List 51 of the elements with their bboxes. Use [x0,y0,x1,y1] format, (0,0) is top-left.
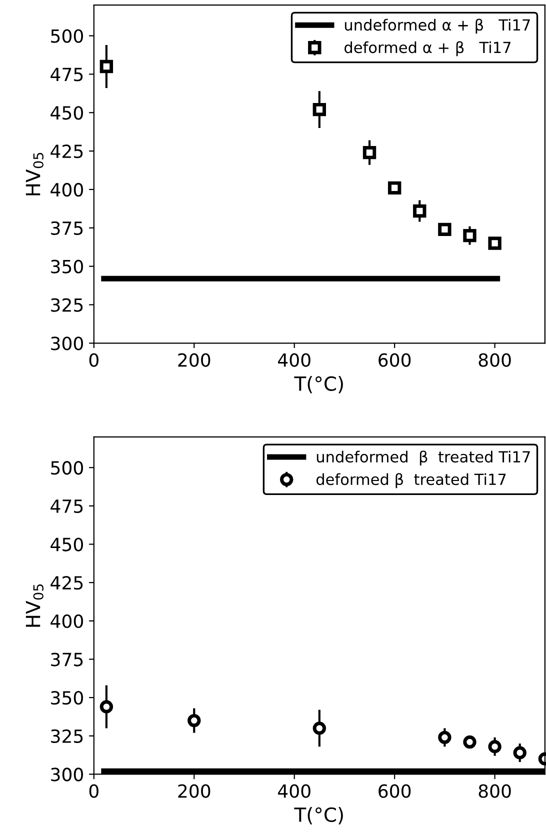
y-tick-label: 375 [51,221,83,236]
y-tick-label: 450 [50,538,83,552]
y-tick-label: 400 [50,614,83,628]
x-tick-label: 0 [89,784,98,798]
x-tick-label: 400 [278,784,310,798]
point [100,60,114,74]
y-tick-label: 300 [51,336,83,350]
y-tick-label: 475 [50,68,83,82]
point [312,722,326,735]
y-axis-title: HV$_{05}$ [26,152,44,196]
x-tick-label: 0 [89,353,98,367]
point [100,700,114,714]
legend-label: deformed α + β Ti17 [344,41,510,56]
point [362,146,376,160]
legend-label: undeformed α + β Ti17 [344,18,530,34]
y-tick-label: 425 [50,576,83,590]
y-tick-label: 325 [51,298,83,312]
y-tick-label: 475 [50,500,83,514]
y-tick-label: 350 [51,260,83,274]
y-tick-label: 375 [51,652,83,666]
x-tick-label: 400 [278,353,310,367]
point [388,181,402,195]
point [513,746,526,760]
y-tick-label: 350 [51,691,83,705]
y-tick-label: 400 [50,182,83,197]
point [438,730,452,744]
y-tick-label: 425 [50,144,83,158]
x-axis-title: T(°C) [294,807,343,824]
point [188,714,201,728]
x-axis-title: T(°C) [294,376,343,394]
x-tick-label: 600 [378,784,411,798]
point [488,740,502,754]
point [463,735,476,749]
point [438,222,452,236]
point [413,204,426,218]
x-tick-label: 600 [378,353,411,367]
x-tick-label: 200 [178,784,210,798]
y-tick-label: 500 [51,29,83,43]
y-axis-title: HV$_{05}$ [26,584,44,627]
y-tick-label: 450 [50,106,83,120]
x-tick-label: 200 [178,353,210,367]
y-tick-label: 325 [51,729,83,744]
x-tick-label: 800 [478,353,511,367]
y-tick-label: 300 [51,768,83,782]
point [488,236,502,250]
x-tick-label: 800 [478,784,511,798]
legend-label: undeformed β treated Ti17 [316,450,530,466]
point [463,228,476,242]
legend-label: deformed β treated Ti17 [316,473,506,488]
point [312,102,326,116]
y-tick-label: 500 [51,461,83,475]
